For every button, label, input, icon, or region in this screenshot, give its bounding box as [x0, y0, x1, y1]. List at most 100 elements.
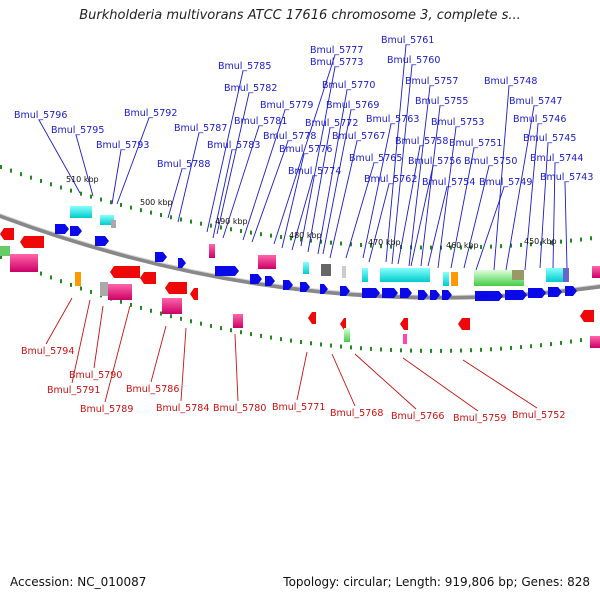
tick-label: 450 kbp — [524, 237, 557, 246]
inner-dot — [580, 338, 582, 343]
inner-dot — [140, 305, 142, 310]
inner-dot — [370, 346, 372, 351]
outer-dot — [320, 239, 322, 244]
forward-gene — [300, 282, 310, 292]
inner-dot — [40, 271, 42, 276]
forward-gene — [505, 290, 527, 300]
forward-gene-label: Bmul_5749 — [479, 177, 532, 188]
forward-gene-block — [443, 272, 449, 286]
inner-dot — [460, 348, 462, 353]
inner-dot — [60, 279, 62, 284]
inner-dot — [420, 348, 422, 353]
outer-dot — [480, 245, 482, 249]
forward-leader — [427, 186, 448, 267]
reverse-gene-block — [75, 272, 81, 286]
outer-dot — [110, 200, 112, 205]
gene-features — [0, 206, 600, 348]
inner-dot — [490, 347, 492, 352]
forward-gene-label: Bmul_5778 — [263, 131, 316, 142]
forward-gene-label: Bmul_5744 — [530, 153, 583, 164]
reverse-leader — [354, 353, 417, 410]
outer-dot — [90, 194, 92, 199]
inner-dot — [480, 347, 482, 352]
reverse-gene — [580, 310, 594, 322]
outer-dot — [500, 244, 502, 249]
forward-gene-block — [592, 266, 600, 278]
forward-gene-block — [563, 268, 569, 282]
forward-gene-label: Bmul_5795 — [51, 125, 104, 136]
forward-gene-label: Bmul_5758 — [395, 136, 448, 147]
inner-dot — [130, 302, 132, 307]
inner-dot — [510, 345, 512, 350]
inner-dot — [530, 344, 532, 349]
outer-dot — [550, 240, 552, 245]
forward-leader — [38, 119, 81, 194]
outer-dot — [390, 244, 392, 249]
map-title: Burkholderia multivorans ATCC 17616 chro… — [79, 8, 521, 23]
forward-leader — [222, 125, 260, 239]
inner-dot — [260, 333, 262, 338]
outer-dot — [130, 205, 132, 210]
forward-gene-label: Bmul_5788 — [157, 159, 210, 170]
outer-dot — [340, 241, 342, 246]
outer-dot — [530, 242, 532, 247]
forward-gene-label: Bmul_5763 — [366, 114, 419, 125]
outer-dot — [60, 185, 62, 190]
forward-leader — [410, 165, 434, 267]
forward-gene — [320, 284, 328, 294]
outer-dot — [70, 188, 72, 193]
forward-gene-label: Bmul_5769 — [326, 100, 379, 111]
reverse-gene-block — [162, 298, 182, 314]
reverse-gene — [20, 236, 44, 248]
forward-leader — [329, 140, 358, 259]
inner-dot — [560, 340, 562, 345]
tick-label: 480 kbp — [289, 231, 322, 240]
forward-gene-label: Bmul_5777 — [310, 45, 363, 56]
inner-dot — [520, 345, 522, 350]
forward-gene-label: Bmul_5760 — [387, 55, 440, 66]
reverse-gene — [165, 282, 187, 294]
reverse-leader — [71, 299, 91, 384]
forward-leader — [273, 54, 336, 245]
inner-dot — [160, 311, 162, 316]
forward-gene — [55, 224, 69, 234]
outer-dot — [300, 237, 302, 242]
inner-dot — [80, 286, 82, 291]
reverse-gene-block — [403, 334, 407, 344]
forward-gene-label: Bmul_5796 — [14, 110, 67, 121]
reverse-gene — [458, 318, 470, 330]
inner-dot — [220, 326, 222, 331]
reverse-leader — [150, 325, 167, 383]
inner-dot — [360, 346, 362, 351]
outer-dot — [140, 208, 142, 213]
forward-gene-label: Bmul_5757 — [405, 76, 458, 87]
inner-dot — [300, 340, 302, 344]
inner-dot — [540, 343, 542, 348]
outer-dot — [100, 197, 102, 202]
outer-dot — [270, 233, 272, 238]
forward-leader — [251, 140, 289, 243]
outer-dot — [10, 168, 12, 173]
inner-dot — [500, 346, 502, 351]
reverse-leader — [234, 333, 239, 402]
forward-leader — [291, 175, 314, 251]
inner-dot — [340, 344, 342, 349]
forward-leader — [345, 162, 375, 259]
forward-gene — [155, 252, 167, 262]
forward-gene — [548, 287, 562, 297]
forward-gene-block — [209, 244, 215, 258]
outer-dot — [590, 236, 592, 241]
outer-dot — [170, 215, 172, 220]
inner-dot — [350, 345, 352, 350]
forward-gene-label: Bmul_5770 — [322, 80, 375, 91]
inner-dot — [280, 337, 282, 342]
outer-dot — [570, 238, 572, 243]
reverse-leader — [331, 353, 356, 407]
forward-leader — [177, 132, 200, 223]
outer-dot — [330, 240, 332, 245]
inner-dot — [70, 282, 72, 287]
outer-dot — [280, 235, 282, 239]
reverse-leader — [180, 327, 187, 402]
forward-gene — [382, 288, 398, 298]
tick-label: 460 kbp — [446, 241, 479, 250]
